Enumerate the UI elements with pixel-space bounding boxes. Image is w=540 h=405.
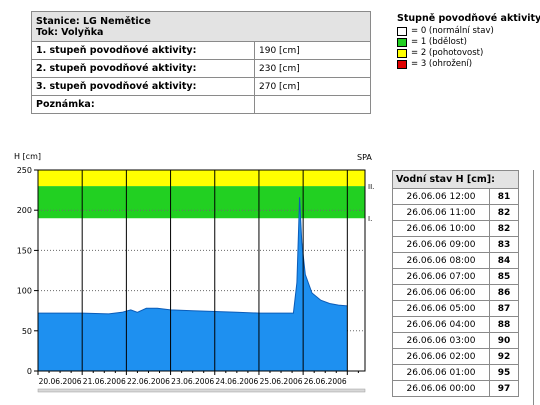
station-header: Stanice: LG Nemětice Tok: Volyňka xyxy=(31,11,371,42)
timestamp-cell: 26.06.06 08:00 xyxy=(392,252,490,269)
spa-label: SPA xyxy=(357,153,372,162)
water-level-table: Vodní stav H [cm]: 26.06.06 12:00 81 26.06… xyxy=(392,170,519,397)
y-tick-label: 100 xyxy=(17,287,32,296)
water-level-line xyxy=(38,197,348,315)
x-tick-label: 22.06.2006 xyxy=(127,377,170,386)
legend-title: Stupně povodňové aktivity: xyxy=(397,13,540,24)
legend-swatch-green xyxy=(397,38,407,47)
threshold-value: 190 [cm] xyxy=(254,41,371,60)
level-value-cell: 95 xyxy=(489,364,519,381)
threshold-label: 1. stupeň povodňové aktivity: xyxy=(31,41,255,60)
time-scroll-strip xyxy=(37,388,366,393)
threshold-value: 230 [cm] xyxy=(254,59,371,78)
y-tick-label: 0 xyxy=(27,367,32,376)
legend-label: = 2 (pohotovost) xyxy=(411,48,484,58)
note-value xyxy=(254,95,371,114)
level-value-cell: 92 xyxy=(489,348,519,365)
table-row: 26.06.06 05:00 87 xyxy=(392,300,519,317)
y-tick-label: 200 xyxy=(17,206,32,215)
threshold-row-2: 2. stupeň povodňové aktivity: 230 [cm] xyxy=(31,59,371,78)
timestamp-cell: 26.06.06 04:00 xyxy=(392,316,490,333)
water-level-area xyxy=(38,197,348,371)
table-row: 26.06.06 04:00 88 xyxy=(392,316,519,333)
x-tick-label: 23.06.2006 xyxy=(171,377,214,386)
x-tick-label: 20.06.2006 xyxy=(39,377,82,386)
level-value-cell: 83 xyxy=(489,236,519,253)
table-row: 26.06.06 01:00 95 xyxy=(392,364,519,381)
x-tick-label: 24.06.2006 xyxy=(215,377,258,386)
band-label: I. xyxy=(368,215,372,223)
threshold-value: 270 [cm] xyxy=(254,77,371,96)
legend-swatch-white xyxy=(397,27,407,36)
table-row: 26.06.06 07:00 85 xyxy=(392,268,519,285)
flood-activity-legend: Stupně povodňové aktivity: = 0 (normální… xyxy=(397,13,540,70)
level-value-cell: 85 xyxy=(489,268,519,285)
legend-item-1: = 1 (bdělost) xyxy=(397,37,540,48)
level-value-cell: 87 xyxy=(489,300,519,317)
note-row: Poznámka: xyxy=(31,95,371,114)
y-axis-label: H [cm] xyxy=(14,152,41,161)
timestamp-cell: 26.06.06 02:00 xyxy=(392,348,490,365)
level-value-cell: 88 xyxy=(489,316,519,333)
table-row: 26.06.06 10:00 82 xyxy=(392,220,519,237)
timestamp-cell: 26.06.06 09:00 xyxy=(392,236,490,253)
river-name: Tok: Volyňka xyxy=(36,26,104,38)
timestamp-cell: 26.06.06 03:00 xyxy=(392,332,490,349)
x-tick-label: 26.06.2006 xyxy=(304,377,347,386)
timestamp-cell: 26.06.06 06:00 xyxy=(392,284,490,301)
timestamp-cell: 26.06.06 05:00 xyxy=(392,300,490,317)
level-value-cell: 82 xyxy=(489,204,519,221)
table-row: 26.06.06 03:00 90 xyxy=(392,332,519,349)
threshold-band xyxy=(38,170,365,187)
level-value-cell: 81 xyxy=(489,188,519,205)
table-row: 26.06.06 09:00 83 xyxy=(392,236,519,253)
threshold-label: 2. stupeň povodňové aktivity: xyxy=(31,59,255,78)
timestamp-cell: 26.06.06 00:00 xyxy=(392,380,490,397)
table-row: 26.06.06 06:00 86 xyxy=(392,284,519,301)
table-row: 26.06.06 00:00 97 xyxy=(392,380,519,397)
legend-item-0: = 0 (normální stav) xyxy=(397,26,540,37)
water-level-header: Vodní stav H [cm]: xyxy=(392,170,519,189)
plot-frame xyxy=(37,169,366,372)
level-value-cell: 86 xyxy=(489,284,519,301)
legend-swatch-yellow xyxy=(397,49,407,58)
y-tick-label: 50 xyxy=(22,327,32,336)
table-row: 26.06.06 11:00 82 xyxy=(392,204,519,221)
threshold-band xyxy=(38,186,365,219)
band-label: II. xyxy=(368,183,374,191)
timestamp-cell: 26.06.06 01:00 xyxy=(392,364,490,381)
legend-item-3: = 3 (ohrožení) xyxy=(397,59,540,70)
legend-item-2: = 2 (pohotovost) xyxy=(397,48,540,59)
adjacent-panel-edge xyxy=(533,170,540,405)
y-tick-label: 150 xyxy=(17,246,32,255)
x-tick-label: 25.06.2006 xyxy=(260,377,303,386)
threshold-row-1: 1. stupeň povodňové aktivity: 190 [cm] xyxy=(31,41,371,60)
threshold-label: 3. stupeň povodňové aktivity: xyxy=(31,77,255,96)
level-value-cell: 82 xyxy=(489,220,519,237)
level-value-cell: 90 xyxy=(489,332,519,349)
legend-label: = 1 (bdělost) xyxy=(411,37,467,47)
level-value-cell: 84 xyxy=(489,252,519,269)
legend-label: = 3 (ohrožení) xyxy=(411,59,473,69)
legend-label: = 0 (normální stav) xyxy=(411,26,494,36)
timestamp-cell: 26.06.06 11:00 xyxy=(392,204,490,221)
timestamp-cell: 26.06.06 10:00 xyxy=(392,220,490,237)
station-name: Stanice: LG Nemětice xyxy=(36,15,151,27)
timestamp-cell: 26.06.06 12:00 xyxy=(392,188,490,205)
threshold-row-3: 3. stupeň povodňové aktivity: 270 [cm] xyxy=(31,77,371,96)
level-value-cell: 97 xyxy=(489,380,519,397)
timestamp-cell: 26.06.06 07:00 xyxy=(392,268,490,285)
station-info-table: Stanice: LG Nemětice Tok: Volyňka 1. stu… xyxy=(31,11,371,114)
legend-swatch-red xyxy=(397,60,407,69)
note-label: Poznámka: xyxy=(31,95,255,114)
table-row: 26.06.06 02:00 92 xyxy=(392,348,519,365)
table-row: 26.06.06 08:00 84 xyxy=(392,252,519,269)
x-tick-label: 21.06.2006 xyxy=(83,377,126,386)
y-tick-label: 250 xyxy=(17,166,32,175)
table-row: 26.06.06 12:00 81 xyxy=(392,188,519,205)
